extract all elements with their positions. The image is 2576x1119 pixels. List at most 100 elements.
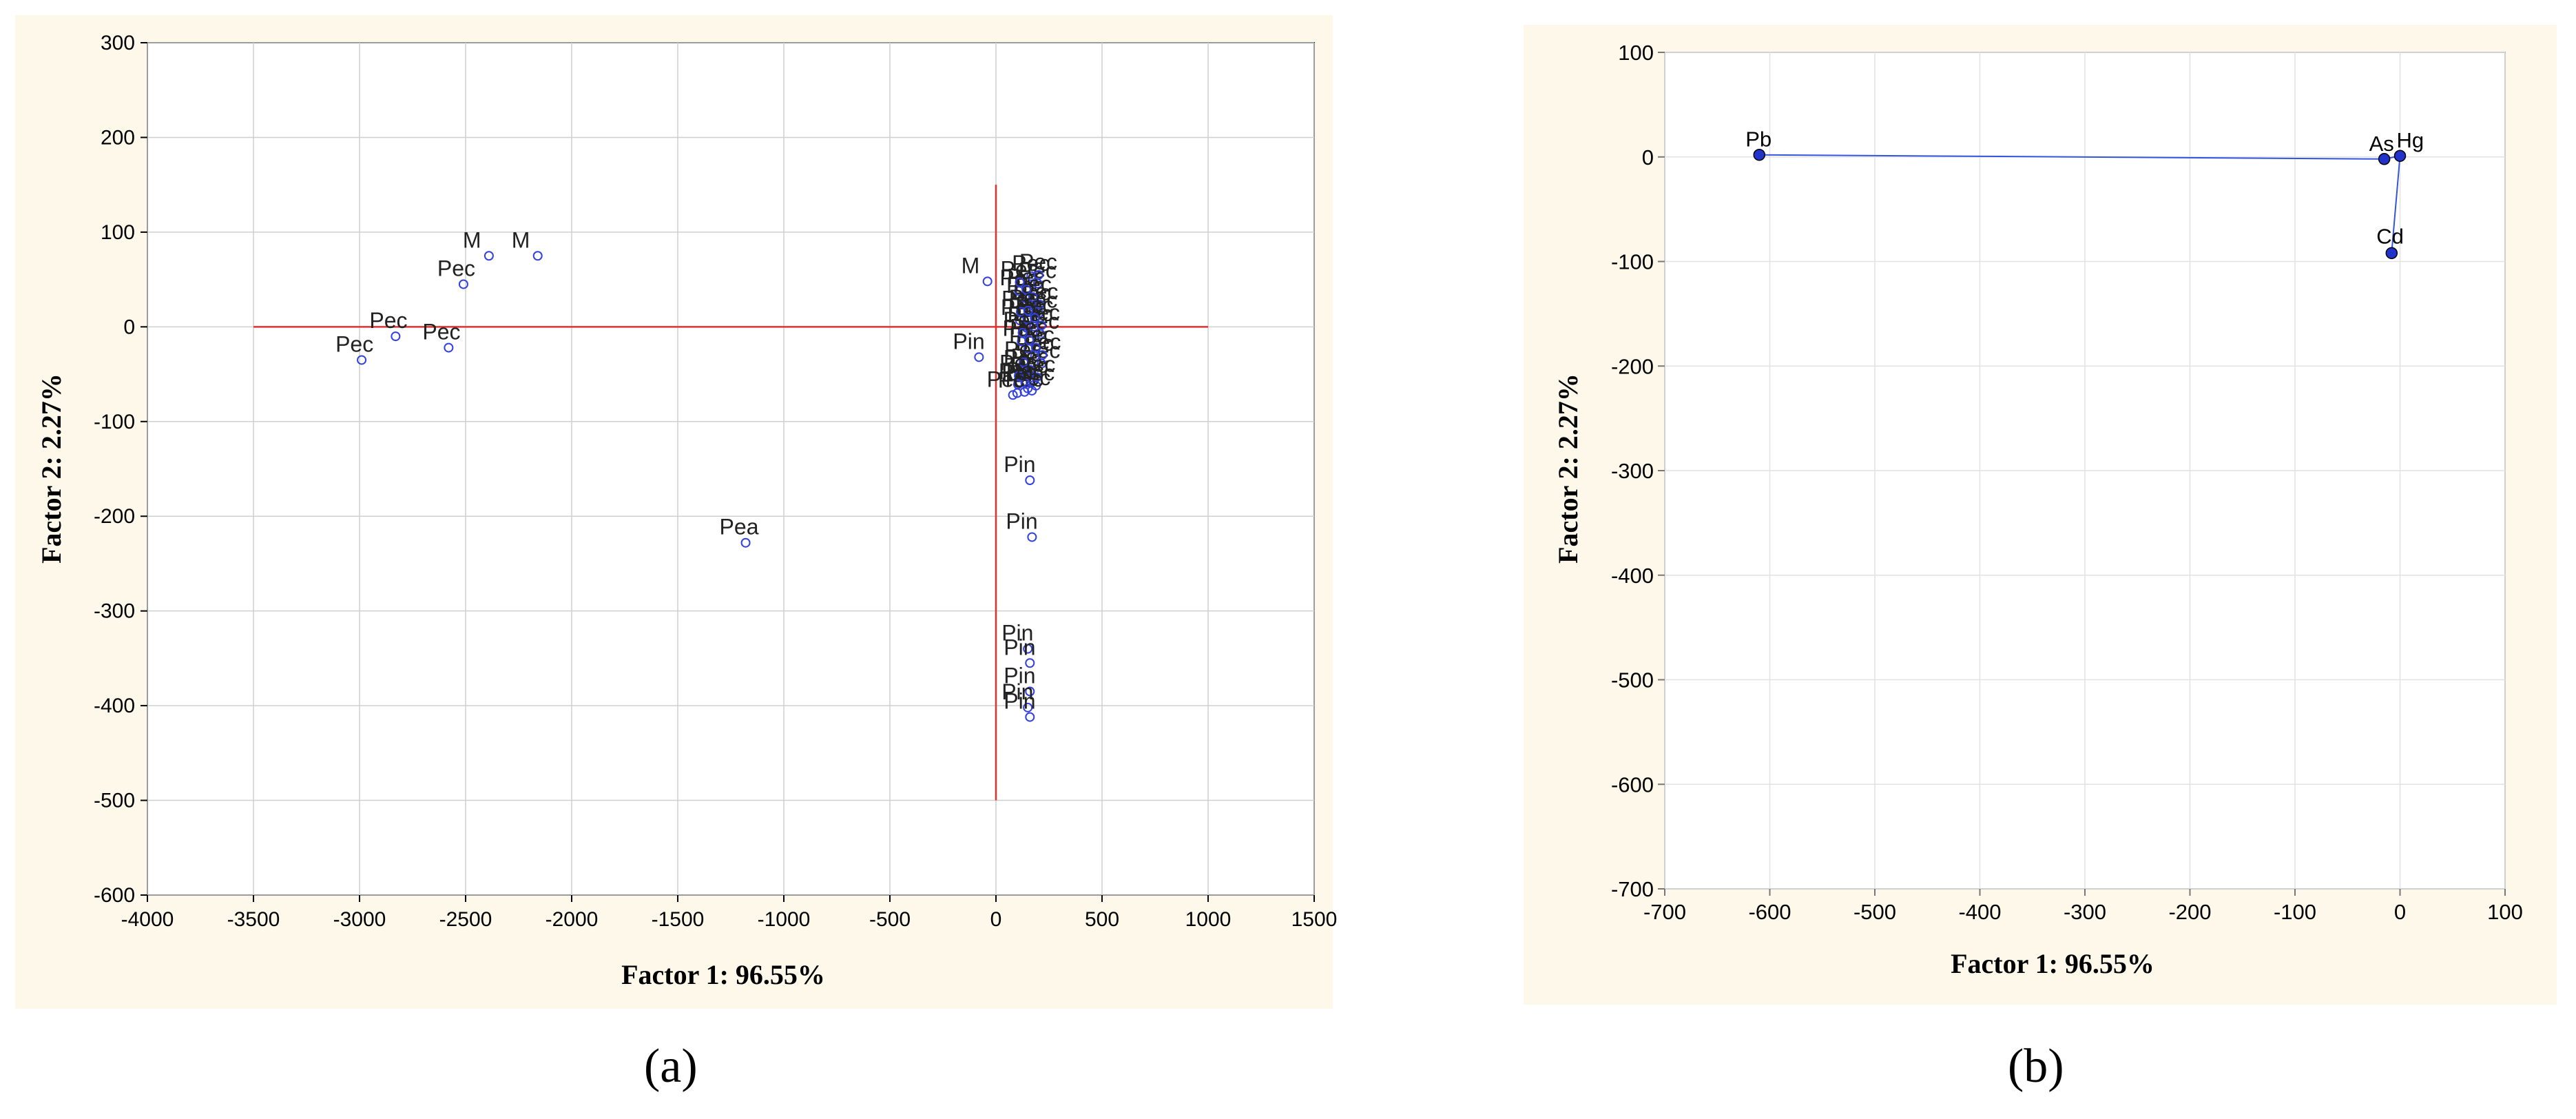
point-label-a: Pin bbox=[953, 329, 984, 353]
cluster-point-marker bbox=[1036, 320, 1046, 331]
cluster-point-label: Pec bbox=[1000, 257, 1038, 282]
x-tick-label-b: -400 bbox=[1958, 900, 2001, 924]
y-axis-title-a: Factor 2: 2.27% bbox=[36, 373, 67, 564]
point-label-a: M bbox=[463, 227, 481, 252]
y-tick-label-b: -600 bbox=[1611, 772, 1654, 797]
series-line-path bbox=[1759, 154, 2401, 254]
y-tick-label-a: -500 bbox=[94, 790, 135, 812]
x-tick-label-b: -500 bbox=[1853, 900, 1896, 924]
cluster-point-marker bbox=[1019, 357, 1029, 367]
point-label-a: Pec bbox=[422, 320, 460, 345]
cluster-point-label: Pec bbox=[1017, 351, 1055, 376]
cluster-point-marker bbox=[1017, 327, 1028, 338]
point-marker-a bbox=[484, 251, 494, 261]
x-tick-label-b: -300 bbox=[2064, 900, 2106, 924]
x-axis-title-b: Factor 1: 96.55% bbox=[1951, 948, 2154, 979]
y-tick-label-a: -400 bbox=[94, 695, 135, 717]
cluster-point-marker bbox=[1024, 335, 1035, 345]
cluster-point-marker bbox=[1033, 270, 1043, 280]
y-tick-label-a: -200 bbox=[94, 505, 135, 528]
y-tick-label-a: 100 bbox=[101, 221, 135, 244]
point-label-a: Pin bbox=[1004, 689, 1035, 714]
cluster-point-label: Pec bbox=[1014, 271, 1052, 296]
point-marker-a bbox=[1025, 658, 1035, 668]
cluster-point-marker bbox=[1037, 350, 1048, 360]
point-marker-a bbox=[1023, 644, 1033, 654]
y-tick-label-a: -300 bbox=[94, 600, 135, 623]
x-tick-label-a: -1000 bbox=[758, 908, 811, 931]
cluster-point-marker bbox=[1035, 299, 1045, 309]
point-marker-a bbox=[357, 355, 367, 365]
point-label-a: Pec bbox=[437, 256, 475, 280]
point-label-a: Pea bbox=[720, 515, 759, 540]
point-label-a: Pin bbox=[1001, 679, 1033, 704]
cluster-point-label: Pec bbox=[1012, 251, 1050, 276]
point-label-a: Pin bbox=[1001, 621, 1033, 646]
x-tick-label-b: 100 bbox=[2487, 900, 2523, 924]
point-label-a: Pec bbox=[335, 331, 373, 356]
point-label-b: Pb bbox=[1745, 127, 1772, 152]
point-marker-b bbox=[2385, 247, 2398, 260]
caption-b: (b) bbox=[2008, 1040, 2064, 1093]
x-tick-label-a: 1500 bbox=[1291, 908, 1338, 931]
y-tick-label-a: 300 bbox=[101, 32, 135, 54]
cluster-point-marker bbox=[1023, 305, 1033, 316]
cluster-point-marker bbox=[1015, 277, 1025, 287]
point-marker-a bbox=[740, 537, 751, 548]
points-b: Pb As Hg Cd bbox=[1745, 127, 2424, 260]
point-marker-a bbox=[1023, 383, 1033, 393]
cluster-point-label: Pec bbox=[1009, 285, 1047, 310]
y-axis-title-b: Factor 2: 2.27% bbox=[1552, 373, 1583, 564]
point-marker-b bbox=[2393, 150, 2407, 162]
chart-b: -700 -600 -500 -400 -300 -200 -100 0 100 -700 -600… bbox=[1552, 41, 2523, 979]
point-marker-a bbox=[1023, 702, 1033, 712]
plot-area-a bbox=[147, 42, 1315, 896]
cluster-point-label: Pec bbox=[1019, 249, 1057, 274]
x-tick-label-b: -200 bbox=[2168, 900, 2211, 924]
point-label-b: Hg bbox=[2397, 128, 2424, 152]
cluster-point-label: Pec bbox=[1015, 293, 1053, 318]
point-label-a: Pec bbox=[987, 367, 1025, 391]
point-marker-a bbox=[532, 251, 543, 261]
cluster-point-label: Pec bbox=[1020, 279, 1058, 304]
cluster-point-label: Pec bbox=[1023, 329, 1061, 354]
y-tick-label-a: -100 bbox=[94, 411, 135, 433]
ticks-b: -700 -600 -500 -400 -300 -200 -100 0 100 -700 -600… bbox=[1611, 41, 2523, 924]
chart-a: -4000 -3500 -3000 -2500 -2000 -1500 -1000 -500 0… bbox=[36, 32, 1337, 990]
point-marker-b bbox=[1753, 148, 1765, 161]
cluster-point-marker bbox=[1025, 365, 1035, 375]
point-marker-b bbox=[2378, 153, 2391, 165]
point-label-b: As bbox=[2369, 132, 2394, 156]
x-tick-label-a: -2000 bbox=[546, 908, 599, 931]
cluster-point-label: Pec bbox=[1001, 287, 1039, 311]
point-marker-a bbox=[1027, 532, 1037, 542]
y-tick-label-b: -300 bbox=[1611, 459, 1654, 483]
point-marker-a bbox=[1008, 390, 1018, 400]
x-tick-label-a: -2500 bbox=[439, 908, 492, 931]
x-tick-label-a: 500 bbox=[1085, 908, 1119, 931]
cluster-point-label: Pec bbox=[1011, 345, 1049, 369]
x-tick-label-a: -3000 bbox=[333, 908, 386, 931]
series-line-b bbox=[1759, 154, 2401, 254]
cluster-point-label: Pec bbox=[1017, 322, 1055, 347]
point-marker-a bbox=[444, 342, 454, 353]
cluster-point-marker bbox=[1030, 342, 1041, 353]
cluster-point-marker bbox=[1020, 378, 1030, 389]
y-tick-label-b: -200 bbox=[1611, 354, 1654, 378]
cluster-point-label: Pec bbox=[1004, 307, 1041, 332]
cluster-point-marker bbox=[1028, 292, 1038, 302]
y-tick-label-b: -100 bbox=[1611, 250, 1654, 274]
point-label-b: Cd bbox=[2376, 224, 2404, 248]
x-tick-label-a: -500 bbox=[869, 908, 911, 931]
cluster-point-label: Pec bbox=[999, 351, 1037, 376]
x-tick-label-a: 1000 bbox=[1185, 908, 1232, 931]
cluster-point-marker bbox=[1021, 285, 1032, 295]
point-marker-a bbox=[974, 352, 984, 362]
grid-b bbox=[1664, 52, 2506, 890]
point-marker-a bbox=[391, 331, 401, 342]
points-a: PecPecPecPecPecPecPecPecPecPecPecPecPecP… bbox=[335, 227, 1061, 722]
point-marker-a bbox=[982, 276, 993, 287]
point-label-a: Pin bbox=[1006, 509, 1037, 533]
ticks-a: -4000 -3500 -3000 -2500 -2000 -1500 -1000 -500 0… bbox=[94, 32, 1337, 931]
y-tick-label-a: -600 bbox=[94, 884, 135, 907]
